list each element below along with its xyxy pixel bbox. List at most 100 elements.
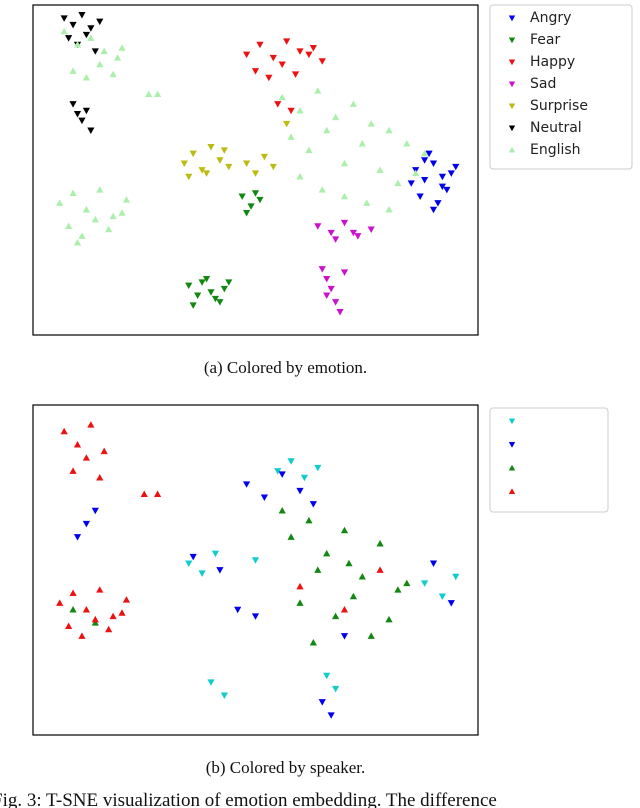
point	[265, 74, 273, 82]
legend-marker	[508, 37, 516, 44]
point	[452, 573, 460, 581]
point	[220, 147, 228, 154]
point	[100, 447, 108, 455]
point	[354, 233, 362, 240]
point	[296, 173, 304, 180]
point	[189, 150, 197, 158]
point	[323, 276, 331, 283]
point	[429, 160, 438, 167]
point	[340, 192, 349, 200]
point	[91, 619, 99, 626]
point	[269, 54, 277, 62]
legend-label: Neutral	[530, 120, 582, 136]
point	[251, 557, 260, 564]
point	[309, 45, 317, 52]
point	[243, 51, 251, 59]
point	[385, 615, 393, 623]
point	[416, 193, 424, 200]
point	[225, 163, 233, 171]
point	[421, 580, 429, 587]
legend-marker	[508, 441, 516, 448]
point	[394, 179, 402, 187]
legend-frame	[489, 407, 609, 513]
point	[122, 196, 131, 203]
point	[309, 501, 317, 508]
point	[438, 173, 446, 181]
point	[332, 685, 340, 693]
point	[318, 58, 326, 65]
point	[238, 193, 246, 200]
legend-label: Angry	[530, 10, 571, 26]
legend-label: English	[530, 142, 581, 158]
point	[305, 516, 313, 524]
point	[60, 27, 68, 35]
point	[65, 35, 73, 42]
point	[429, 560, 438, 567]
point	[109, 212, 117, 220]
point	[367, 632, 375, 639]
point	[234, 606, 242, 614]
point	[220, 692, 228, 699]
plot-frame	[32, 4, 479, 336]
point	[323, 292, 331, 299]
point	[100, 47, 108, 55]
point	[145, 90, 153, 97]
point	[340, 219, 349, 227]
point	[260, 153, 268, 161]
point	[69, 589, 77, 596]
point	[407, 180, 415, 187]
point	[105, 225, 113, 233]
legend-marker	[508, 418, 516, 425]
point	[434, 200, 442, 207]
point	[278, 61, 286, 68]
point	[82, 606, 90, 613]
point	[260, 494, 268, 501]
point	[376, 566, 384, 573]
point	[429, 206, 438, 214]
point	[340, 606, 349, 613]
point	[69, 67, 77, 74]
point	[65, 622, 73, 629]
legend-marker	[508, 488, 516, 495]
point	[91, 48, 99, 55]
point	[198, 570, 206, 577]
point	[113, 54, 122, 61]
point	[345, 559, 353, 567]
point	[220, 285, 228, 293]
point	[376, 166, 384, 173]
point	[340, 526, 349, 534]
point	[336, 309, 344, 316]
point	[278, 471, 286, 478]
point	[202, 276, 211, 283]
point	[82, 454, 90, 461]
point	[73, 441, 82, 448]
point	[332, 299, 340, 306]
point	[327, 229, 335, 237]
legend-marker	[508, 146, 516, 153]
legend-marker	[508, 125, 516, 132]
point	[251, 190, 260, 197]
point	[180, 160, 188, 167]
point	[274, 101, 282, 108]
point	[207, 144, 215, 151]
point	[421, 157, 429, 164]
point	[69, 189, 77, 196]
legend-frame	[489, 4, 633, 170]
point	[332, 612, 340, 620]
point	[318, 266, 326, 273]
point	[287, 133, 295, 140]
point	[78, 632, 86, 639]
point	[367, 120, 375, 127]
point	[56, 199, 64, 206]
legend-marker	[508, 81, 516, 88]
point	[291, 71, 300, 78]
point	[287, 107, 295, 115]
point	[296, 599, 304, 606]
point	[314, 566, 322, 573]
point	[256, 41, 264, 49]
point	[314, 223, 322, 230]
point	[82, 206, 90, 213]
point	[78, 12, 86, 19]
point	[216, 157, 224, 164]
legend-label: Fear	[530, 32, 560, 48]
